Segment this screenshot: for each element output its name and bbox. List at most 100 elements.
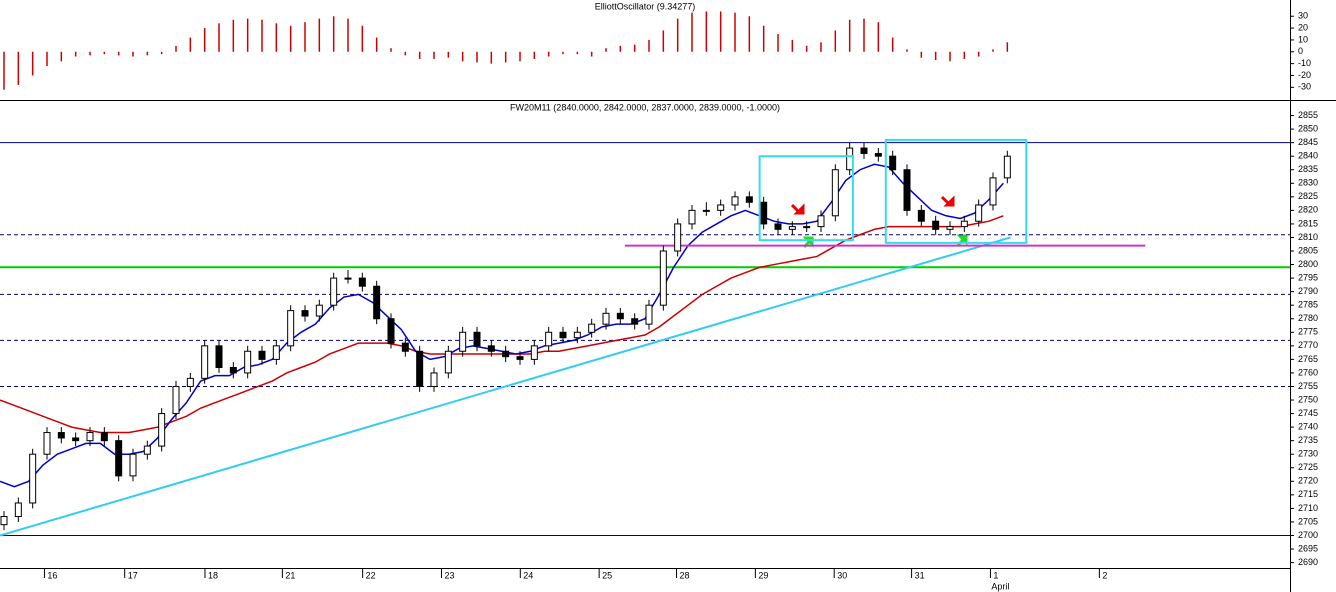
x-tick-label: 18 bbox=[208, 570, 218, 580]
y-tick-label: 2715 bbox=[1298, 489, 1318, 499]
candle-body bbox=[731, 196, 739, 206]
candle-body bbox=[301, 310, 309, 317]
y-tick-label: 2755 bbox=[1298, 381, 1318, 391]
candle-body bbox=[57, 432, 65, 439]
y-tick-label: 0 bbox=[1298, 46, 1303, 56]
candle-body bbox=[158, 413, 166, 447]
candle-body bbox=[860, 147, 868, 154]
candle-body bbox=[760, 201, 768, 225]
x-tick-label: 25 bbox=[602, 570, 612, 580]
candle-body bbox=[588, 323, 596, 333]
oscillator-title: ElliottOscillator (9.34277) bbox=[595, 1, 696, 11]
y-tick-label: 2835 bbox=[1298, 164, 1318, 174]
y-tick-label: 2805 bbox=[1298, 245, 1318, 255]
y-tick-label: 2695 bbox=[1298, 543, 1318, 553]
candle-body bbox=[215, 345, 223, 369]
y-tick-label: 2720 bbox=[1298, 476, 1318, 486]
y-tick-label: -10 bbox=[1298, 58, 1311, 68]
y-tick-label: 2735 bbox=[1298, 435, 1318, 445]
y-tick-label: 2740 bbox=[1298, 421, 1318, 431]
candle-body bbox=[387, 318, 395, 344]
y-tick-label: 2780 bbox=[1298, 313, 1318, 323]
x-tick-label: 31 bbox=[915, 570, 925, 580]
y-tick-label: 2825 bbox=[1298, 191, 1318, 201]
y-tick-label: 2795 bbox=[1298, 272, 1318, 282]
candle-body bbox=[846, 147, 854, 171]
candle-body bbox=[1003, 155, 1011, 179]
y-tick-label: 2840 bbox=[1298, 151, 1318, 161]
highlight-box bbox=[884, 138, 1028, 244]
candle-body bbox=[86, 432, 94, 442]
candle-body bbox=[444, 350, 452, 374]
y-tick-label: 2830 bbox=[1298, 178, 1318, 188]
y-tick-label: -20 bbox=[1298, 70, 1311, 80]
candle-body bbox=[459, 331, 467, 352]
y-tick-label: 2800 bbox=[1298, 259, 1318, 269]
x-tick-label: 30 bbox=[837, 570, 847, 580]
candle-body bbox=[559, 331, 567, 339]
candle-body bbox=[917, 209, 925, 222]
candle-body bbox=[659, 250, 667, 306]
candle-body bbox=[831, 169, 839, 217]
candle-body bbox=[43, 432, 51, 455]
candle-body bbox=[430, 372, 438, 387]
candle-body bbox=[932, 220, 940, 230]
candle-body bbox=[129, 453, 137, 477]
candle-body bbox=[688, 209, 696, 225]
candle-body bbox=[788, 226, 796, 230]
x-tick-label: 28 bbox=[680, 570, 690, 580]
candle-body bbox=[960, 220, 968, 228]
candle-body bbox=[487, 345, 495, 352]
y-tick-label: 2750 bbox=[1298, 394, 1318, 404]
y-tick-label: 2765 bbox=[1298, 354, 1318, 364]
candle-body bbox=[602, 312, 610, 325]
x-tick-label: 16 bbox=[47, 570, 57, 580]
candle-body bbox=[502, 350, 510, 358]
candle-body bbox=[416, 350, 424, 387]
candle-body bbox=[989, 177, 997, 206]
candle-body bbox=[344, 277, 352, 280]
candle-body bbox=[889, 155, 897, 171]
y-tick-label: 2725 bbox=[1298, 462, 1318, 472]
x-tick-label: 23 bbox=[444, 570, 454, 580]
y-tick-label: 2815 bbox=[1298, 218, 1318, 228]
y-tick-label: 2845 bbox=[1298, 137, 1318, 147]
candle-body bbox=[473, 331, 481, 347]
y-tick-label: 2820 bbox=[1298, 205, 1318, 215]
price-title: FW20M11 (2840.0000, 2842.0000, 2837.0000… bbox=[510, 102, 780, 112]
candle-body bbox=[358, 277, 366, 287]
highlight-box bbox=[758, 155, 854, 242]
candle-body bbox=[258, 350, 266, 360]
candle-body bbox=[72, 437, 80, 442]
y-tick-label: -30 bbox=[1298, 82, 1311, 92]
candle-body bbox=[745, 196, 753, 203]
candle-body bbox=[530, 345, 538, 360]
candle-body bbox=[115, 440, 123, 477]
y-tick-label: 20 bbox=[1298, 22, 1308, 32]
y-tick-label: 30 bbox=[1298, 11, 1308, 21]
y-tick-label: 2810 bbox=[1298, 232, 1318, 242]
y-tick-label: 2785 bbox=[1298, 300, 1318, 310]
red-arrow bbox=[790, 203, 805, 215]
y-tick-label: 2730 bbox=[1298, 449, 1318, 459]
y-tick-label: 2790 bbox=[1298, 286, 1318, 296]
candle-body bbox=[287, 310, 295, 347]
candle-body bbox=[702, 209, 710, 212]
candle-body bbox=[645, 304, 653, 325]
x-tick-label: 24 bbox=[523, 570, 533, 580]
candle-body bbox=[803, 226, 811, 229]
candle-body bbox=[100, 432, 108, 442]
candle-body bbox=[186, 377, 194, 387]
candle-body bbox=[631, 318, 639, 325]
y-tick-label: 2705 bbox=[1298, 516, 1318, 526]
y-tick-label: 10 bbox=[1298, 34, 1308, 44]
y-tick-label: 2745 bbox=[1298, 408, 1318, 418]
y-tick-label: 2700 bbox=[1298, 530, 1318, 540]
candle-body bbox=[229, 367, 237, 374]
candle-body bbox=[616, 312, 624, 320]
x-tick-label: 22 bbox=[366, 570, 376, 580]
x-tick-label: 1 bbox=[993, 570, 998, 580]
y-tick-label: 2775 bbox=[1298, 327, 1318, 337]
